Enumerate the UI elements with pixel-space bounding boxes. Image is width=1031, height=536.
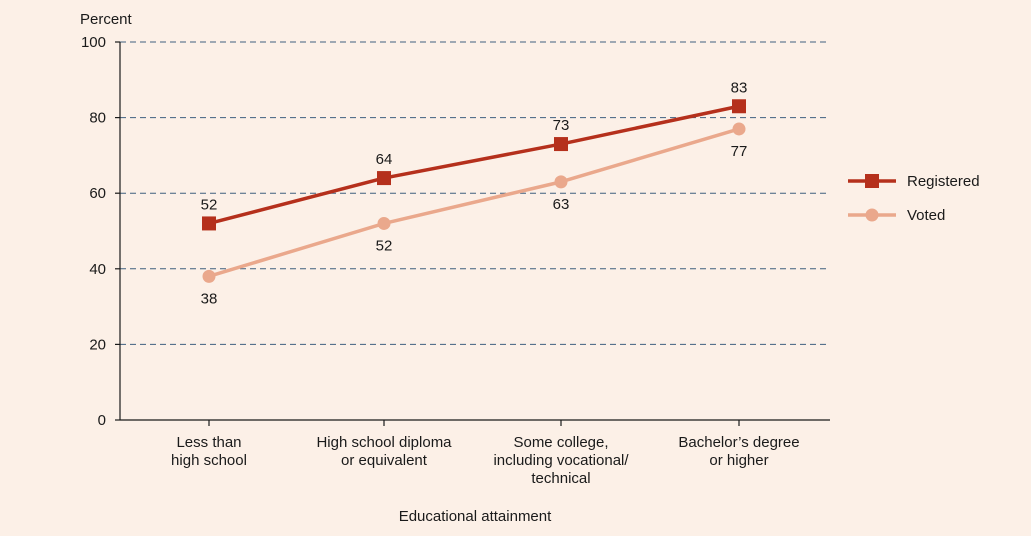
data-label-voted: 77 (731, 143, 748, 160)
x-tick-label-line: or higher (709, 452, 768, 469)
data-label-voted: 52 (376, 237, 393, 254)
data-point-voted (202, 269, 216, 283)
data-point-registered (554, 137, 568, 152)
y-tick-label: 80 (89, 110, 106, 127)
x-tick-label-line: including vocational/ (493, 452, 629, 469)
x-tick-label-line: High school diploma (316, 434, 452, 451)
x-tick-label-line: or equivalent (341, 452, 428, 469)
legend: Registered Voted (848, 173, 980, 224)
grid-layer (120, 41, 830, 345)
legend-marker-voted (865, 208, 879, 222)
x-tick-label-line: Bachelor’s degree (678, 434, 799, 451)
data-point-registered (732, 99, 746, 114)
x-tick-label: Some college, including vocational/techni… (493, 434, 629, 487)
data-point-registered (377, 171, 391, 186)
data-label-registered: 64 (376, 151, 393, 168)
x-tick-label-line: Less than (176, 434, 241, 451)
series-line-registered (208, 104, 740, 226)
x-tick-label-line: technical (531, 470, 590, 487)
data-label-registered: 52 (201, 196, 218, 213)
y-tick-label: 100 (81, 34, 106, 51)
data-point-voted (377, 216, 391, 230)
data-point-voted (732, 122, 746, 136)
x-tick-label-line: high school (171, 452, 247, 469)
y-tick-label: 60 (89, 185, 106, 202)
x-tick-label: Less than high school (171, 434, 247, 469)
y-axis-title: Percent (80, 11, 133, 28)
y-tick-label: 20 (89, 336, 106, 353)
data-label-voted: 63 (553, 196, 570, 213)
data-label-voted: 38 (201, 290, 218, 307)
series-line-voted (208, 127, 740, 279)
data-point-voted (554, 175, 568, 189)
x-tick-label: High school diploma or equivalent (316, 434, 452, 469)
x-tick-label: Bachelor’s degree or higher (678, 434, 799, 469)
axis-layer: Percent Educational attainment 0 20 40 60 80… (80, 11, 830, 525)
legend-label-voted: Voted (907, 207, 945, 224)
data-point-registered (202, 216, 216, 231)
data-label-registered: 73 (553, 117, 570, 134)
data-label-registered: 83 (731, 79, 748, 96)
legend-marker-registered (865, 174, 879, 188)
series-layer: 38 52 63 77 52 64 73 83 (201, 79, 748, 307)
x-tick-label-line: Some college, (513, 434, 608, 451)
x-axis-title: Educational attainment (399, 508, 552, 525)
legend-label-registered: Registered (907, 173, 980, 190)
y-tick-label: 0 (98, 412, 106, 429)
y-tick-label: 40 (89, 261, 106, 278)
